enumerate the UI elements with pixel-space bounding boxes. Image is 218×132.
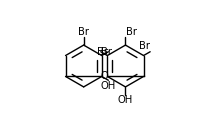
Text: Br: Br	[78, 27, 89, 37]
Text: Br: Br	[97, 47, 108, 57]
Text: Br: Br	[138, 41, 150, 51]
Text: Br: Br	[101, 47, 112, 57]
Text: O: O	[101, 71, 108, 81]
Text: Br: Br	[126, 27, 137, 37]
Text: OH: OH	[101, 81, 116, 91]
Text: OH: OH	[118, 95, 133, 105]
